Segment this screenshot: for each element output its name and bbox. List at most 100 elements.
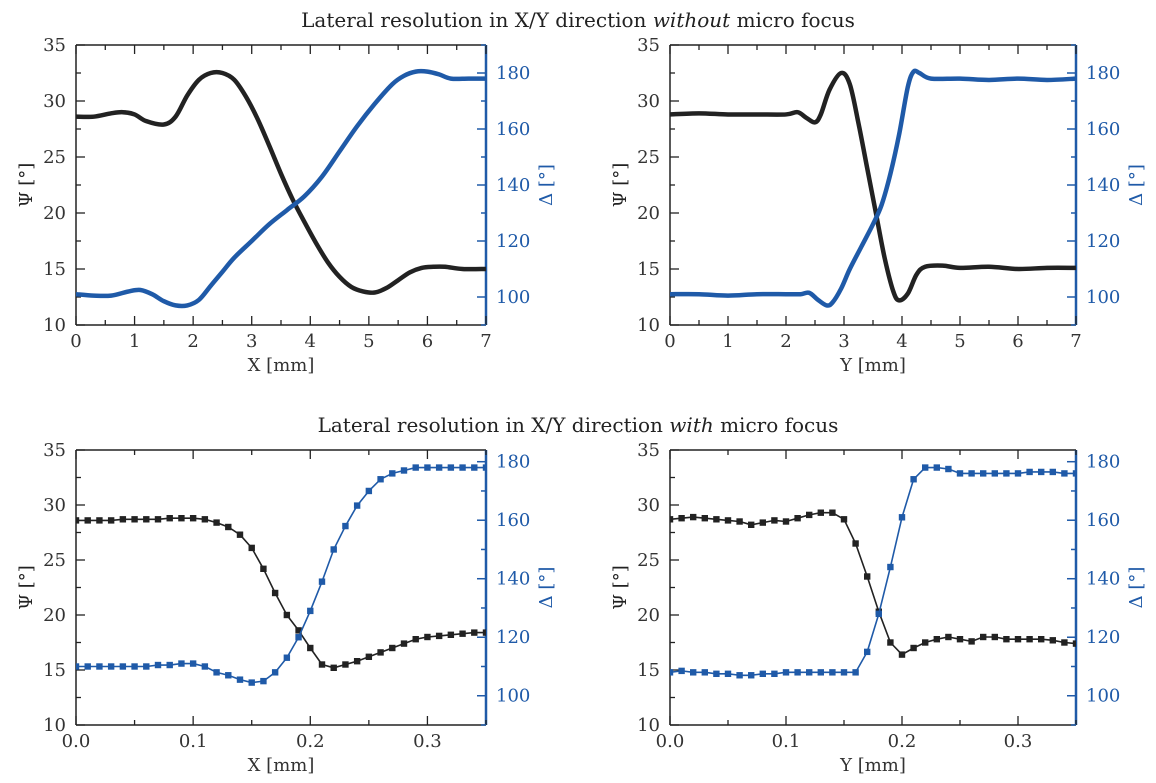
y2-tick-label: 180 — [496, 452, 530, 473]
delta-data-point — [389, 470, 396, 477]
y-tick-label: 20 — [637, 203, 660, 224]
plot-area — [76, 464, 486, 686]
psi-data-point — [283, 611, 291, 619]
psi-data-point — [690, 513, 697, 521]
y-tick-label: 10 — [637, 315, 660, 336]
delta-data-point — [713, 670, 720, 678]
delta-data-point — [922, 464, 929, 471]
psi-data-point — [201, 516, 209, 523]
delta-data-point — [295, 634, 302, 641]
y2-tick-label: 140 — [496, 175, 530, 196]
psi-data-point — [119, 516, 127, 523]
psi-data-point — [424, 633, 431, 641]
y2-tick-label: 160 — [1086, 510, 1120, 531]
x-axis-label: X [mm] — [248, 755, 315, 776]
delta-data-point — [307, 607, 314, 615]
y-tick-label: 35 — [43, 35, 66, 56]
psi-data-point — [701, 515, 708, 522]
delta-data-point — [84, 663, 91, 670]
psi-data-point — [166, 515, 173, 522]
x-tick-label: 0.3 — [413, 731, 442, 752]
psi-data-point — [945, 633, 952, 641]
psi-data-point — [400, 640, 408, 647]
psi-data-point — [771, 517, 778, 524]
delta-data-point — [330, 546, 337, 553]
psi-data-point — [1061, 639, 1068, 646]
y-tick-label: 15 — [43, 660, 66, 681]
delta-data-point — [794, 669, 801, 676]
delta-series-line — [670, 68, 1076, 308]
psi-data-point — [1072, 640, 1076, 647]
psi-data-point — [864, 573, 871, 580]
psi-data-point — [471, 629, 478, 636]
y-tick-label: 20 — [43, 605, 66, 626]
delta-data-point — [271, 669, 279, 676]
psi-data-point — [759, 519, 766, 526]
psi-series-line — [670, 70, 1076, 303]
delta-series-line — [76, 68, 486, 309]
x-tick-label: 0.2 — [888, 731, 917, 752]
x-tick-label: 0.0 — [656, 731, 685, 752]
delta-data-point — [887, 563, 894, 571]
psi-data-point — [806, 511, 813, 519]
delta-data-point — [1049, 468, 1056, 476]
delta-data-point — [1061, 470, 1068, 477]
x-tick-label: 0.2 — [296, 731, 325, 752]
delta-data-point — [724, 670, 732, 678]
x-tick-label: 1 — [722, 331, 733, 352]
chart-bottom-left: 0.0 0.1 0.2 0.3 10 15 20 25 30 35 100 120 140 160 180 X… — [16, 440, 557, 776]
delta-data-point — [829, 669, 836, 676]
psi-data-point — [887, 639, 894, 646]
title-top-post: micro focus — [730, 8, 855, 32]
x-tick-label: 3 — [838, 331, 849, 352]
psi-data-point — [248, 544, 255, 552]
y-tick-label: 15 — [637, 259, 660, 280]
y2-tick-label: 140 — [1086, 175, 1120, 196]
y-tick-label: 35 — [637, 440, 660, 461]
delta-data-point — [166, 661, 173, 669]
psi-data-point — [852, 540, 859, 547]
delta-data-point — [956, 470, 964, 477]
y2-tick-label: 180 — [1086, 452, 1120, 473]
plot-area — [670, 464, 1076, 679]
title-top-emph: without — [652, 8, 731, 32]
psi-data-point — [271, 589, 279, 597]
psi-data-point — [178, 515, 185, 522]
x-axis-label: Y [mm] — [839, 355, 906, 376]
delta-data-point — [910, 476, 917, 483]
x-axis-label: X [mm] — [248, 355, 315, 376]
delta-data-point — [1072, 470, 1076, 477]
y-tick-label: 35 — [637, 35, 660, 56]
delta-data-point — [1026, 468, 1033, 476]
y2-tick-label: 120 — [496, 627, 530, 648]
psi-data-point — [678, 515, 685, 522]
psi-data-point — [991, 633, 998, 641]
delta-data-point — [178, 660, 185, 667]
x-tick-label: 0.3 — [1004, 731, 1033, 752]
plot-area — [670, 68, 1076, 308]
title-bottom-post: micro focus — [713, 413, 839, 437]
y-tick-label: 10 — [637, 715, 660, 736]
psi-data-point — [794, 515, 801, 522]
psi-data-point — [84, 517, 91, 524]
psi-data-point — [412, 636, 419, 643]
y-tick-label: 20 — [43, 203, 66, 224]
delta-data-point — [143, 663, 150, 670]
y-tick-label: 10 — [43, 315, 66, 336]
chart-title-top: Lateral resolution in X/Y direction with… — [0, 8, 1156, 32]
psi-data-point — [189, 515, 197, 522]
delta-data-point — [736, 672, 743, 679]
delta-data-point — [933, 464, 940, 471]
delta-data-point — [400, 467, 408, 474]
delta-data-point — [318, 578, 326, 585]
psi-data-point — [225, 523, 232, 531]
x-tick-label: 1 — [129, 331, 140, 352]
psi-data-point — [1038, 636, 1045, 643]
delta-data-point — [482, 464, 486, 471]
y-tick-label: 30 — [43, 495, 66, 516]
delta-data-point — [771, 670, 778, 678]
psi-data-point — [724, 517, 732, 524]
delta-data-point — [817, 669, 824, 676]
delta-data-point — [119, 663, 127, 670]
x-tick-label: 6 — [422, 331, 433, 352]
